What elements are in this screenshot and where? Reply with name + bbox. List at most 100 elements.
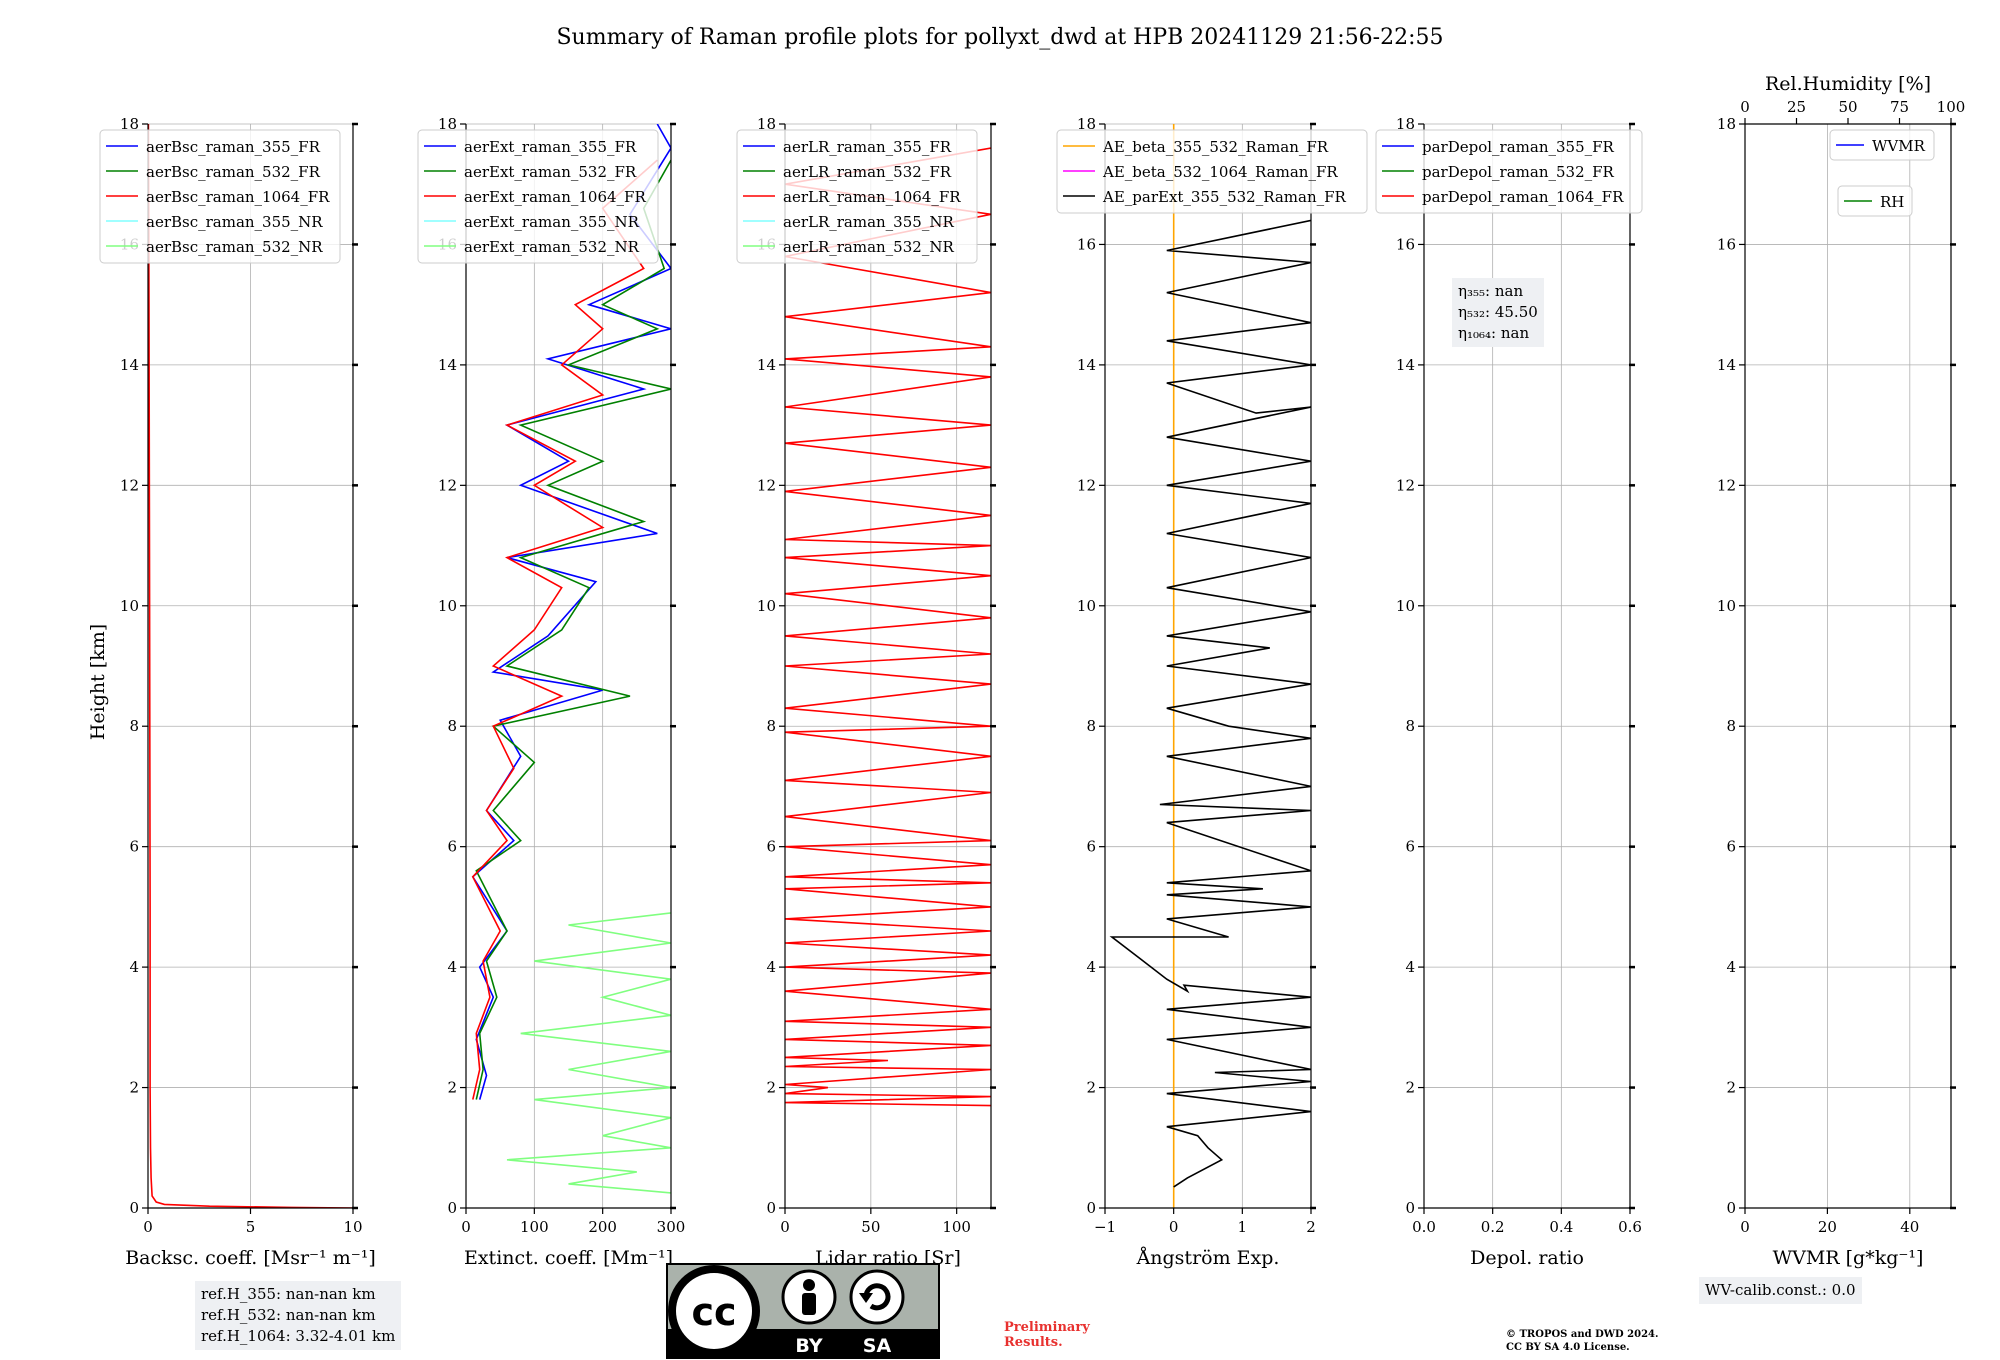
y-tick-label: 18 [1717,115,1736,133]
x-tick-label: 300 [657,1218,686,1236]
legend-box [1375,129,1643,214]
legend-box [1837,185,1913,217]
y-tick-label: 18 [1396,115,1415,133]
x-tick-label: −1 [1094,1218,1116,1236]
x-tick-label: 10 [343,1218,362,1236]
y-tick-label: 4 [1086,958,1096,976]
y-tick-label: 14 [1396,356,1415,374]
reference-height-box: ref.H_355: nan-nan km ref.H_532: nan-nan… [195,1281,402,1350]
preliminary-results-note: Preliminary Results. [1004,1320,1090,1350]
legend-entry: aerLR_raman_532_NR [783,238,954,256]
series-line [1109,219,1311,1188]
y-tick-label: 4 [766,958,776,976]
y-tick-label: 8 [129,717,139,735]
top-x-tick-label: 50 [1838,98,1857,116]
y-tick-label: 10 [1717,597,1736,615]
legend-entry: aerBsc_raman_532_NR [146,238,323,256]
series-line [785,147,991,1107]
top-x-tick-label: 0 [1740,98,1750,116]
y-tick-label: 8 [1086,717,1096,735]
x-tick-label: 0.6 [1618,1218,1642,1236]
y-tick-label: 6 [129,838,139,856]
y-tick-label: 18 [1077,115,1096,133]
y-tick-label: 6 [766,838,776,856]
top-x-tick-label: 100 [1937,98,1966,116]
legend-entry: aerExt_raman_355_FR [464,138,637,156]
legend-entry: parDepol_raman_532_FR [1422,163,1615,181]
ref-h-532: ref.H_532: nan-nan km [201,1306,376,1324]
y-tick-label: 10 [1396,597,1415,615]
eta-355: η₃₅₅: nan [1458,282,1524,300]
x-tick-label: 200 [588,1218,617,1236]
legend: WVMR [1829,129,1935,161]
legend-entry: parDepol_raman_1064_FR [1422,188,1624,206]
legend-entry: aerBsc_raman_1064_FR [146,188,330,206]
legend-entry: aerExt_raman_532_NR [464,238,640,256]
legend-entry: AE_parExt_355_532_Raman_FR [1102,188,1347,206]
top-x-tick-label: 75 [1890,98,1909,116]
x-axis-label: Depol. ratio [1470,1247,1584,1269]
legend-entry: parDepol_raman_355_FR [1422,138,1615,156]
legend-entry: aerExt_raman_1064_FR [464,188,646,206]
y-axis-label: Height [km] [87,624,109,740]
legend-box [99,129,341,264]
legend-box [736,129,978,264]
series-line [475,159,671,1100]
copyright-line-1: © TROPOS and DWD 2024. [1506,1329,1659,1340]
copyright-line-2: CC BY SA 4.0 License. [1506,1342,1630,1353]
x-tick-label: 20 [1818,1218,1837,1236]
legend-box [417,129,659,264]
y-tick-label: 12 [1717,476,1736,494]
y-tick-label: 16 [1717,235,1736,253]
y-tick-label: 10 [757,597,776,615]
legend-entry: RH [1880,193,1904,211]
y-tick-label: 2 [766,1079,776,1097]
x-tick-label: 1 [1238,1218,1248,1236]
cc-by-sa-logo: cc BY SA [666,1263,940,1359]
eta-box: η₃₅₅: nan η₅₃₂: 45.50 η₁₀₆₄: nan [1452,278,1544,347]
y-tick-label: 12 [120,476,139,494]
ref-h-1064: ref.H_1064: 3.32-4.01 km [201,1327,396,1345]
by-person-icon [803,1279,815,1291]
series-line [506,912,671,1194]
y-tick-label: 8 [1726,717,1736,735]
panel-lidar_ratio: 024681012141618050100Lidar ratio [Sr]aer… [736,115,996,1269]
figure-title: Summary of Raman profile plots for polly… [556,25,1443,50]
legend-entry: AE_beta_355_532_Raman_FR [1102,138,1329,156]
x-tick-label: 40 [1900,1218,1919,1236]
y-tick-label: 2 [129,1079,139,1097]
y-tick-label: 12 [438,476,457,494]
legend: parDepol_raman_355_FR parDepol_raman_532_… [1375,129,1643,214]
wv-calib-box: WV-calib.const.: 0.0 [1699,1277,1862,1304]
legend-entry: aerBsc_raman_355_NR [146,213,323,231]
y-tick-label: 12 [1077,476,1096,494]
y-tick-label: 4 [129,958,139,976]
y-tick-label: 0 [447,1199,457,1217]
y-tick-label: 2 [447,1079,457,1097]
y-tick-label: 14 [1717,356,1736,374]
y-tick-label: 0 [129,1199,139,1217]
top-axis-label: Rel.Humidity [%] [1765,73,1931,95]
y-tick-label: 16 [1396,235,1415,253]
eta-1064: η₁₀₆₄: nan [1458,324,1530,342]
cc-symbol: cc [691,1290,736,1334]
y-tick-label: 18 [438,115,457,133]
series-line [148,124,353,1208]
top-x-tick-label: 25 [1787,98,1806,116]
y-tick-label: 14 [120,356,139,374]
preliminary-line-1: Preliminary [1004,1320,1090,1335]
y-tick-label: 0 [1086,1199,1096,1217]
series-line [471,159,658,1100]
legend-box [1829,129,1935,161]
panel-extinction: 0246810121416180100200300Extinct. coeff.… [417,115,686,1269]
y-tick-label: 14 [1077,356,1096,374]
legend: aerBsc_raman_355_FR aerBsc_raman_532_FRae… [99,129,341,264]
y-tick-label: 18 [757,115,776,133]
sa-share-icon [863,1283,891,1311]
y-tick-label: 8 [447,717,457,735]
legend-entry: aerBsc_raman_355_FR [146,138,321,156]
x-tick-label: 5 [246,1218,256,1236]
